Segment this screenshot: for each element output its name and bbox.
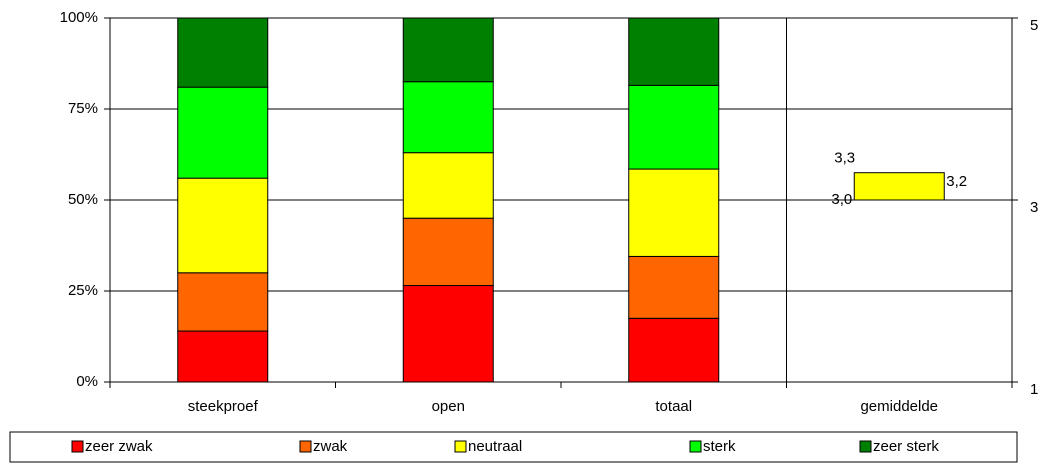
bar-segment (177, 330, 269, 383)
y2-tick-label: 3 (1030, 199, 1038, 216)
x-tick-label: totaal (655, 398, 692, 415)
legend-swatch (454, 440, 467, 453)
bar-segment (402, 81, 494, 154)
x-tick-label: gemiddelde (860, 398, 938, 415)
legend-label: neutraal (468, 438, 522, 455)
bar-segment (628, 255, 720, 319)
legend (9, 431, 1018, 463)
legend-label: sterk (703, 438, 736, 455)
legend-swatch (299, 440, 312, 453)
y-tick-label: 25% (68, 282, 98, 299)
data-label: 3,0 (831, 191, 852, 208)
legend-swatch (859, 440, 872, 453)
y2-tick-label: 1 (1030, 381, 1038, 398)
bar-segment (177, 177, 269, 274)
data-label: 3,2 (946, 173, 967, 190)
legend-label: zeer sterk (873, 438, 939, 455)
y-tick-label: 50% (68, 191, 98, 208)
legend-label: zwak (313, 438, 348, 455)
y-tick-label: 75% (68, 100, 98, 117)
bar-segment (402, 217, 494, 287)
bar-segment (177, 17, 269, 88)
bar-segment (628, 317, 720, 383)
mean-box (853, 172, 945, 201)
y2-tick-label: 5 (1030, 17, 1038, 34)
y-tick-label: 0% (76, 373, 98, 390)
bar-segment (177, 272, 269, 332)
bar-segment (402, 17, 494, 83)
bar-segment (177, 86, 269, 179)
bar-segment (402, 285, 494, 383)
x-tick-label: steekproef (188, 398, 259, 415)
legend-label: zeer zwak (85, 438, 153, 455)
data-label: 3,3 (834, 150, 855, 167)
bar-segment (628, 168, 720, 257)
bar-segment (628, 84, 720, 170)
bar-segment (628, 17, 720, 86)
bar-segment (402, 152, 494, 219)
legend-swatch (689, 440, 702, 453)
legend-swatch (71, 440, 84, 453)
y-tick-label: 100% (60, 9, 98, 26)
x-tick-label: open (432, 398, 465, 415)
